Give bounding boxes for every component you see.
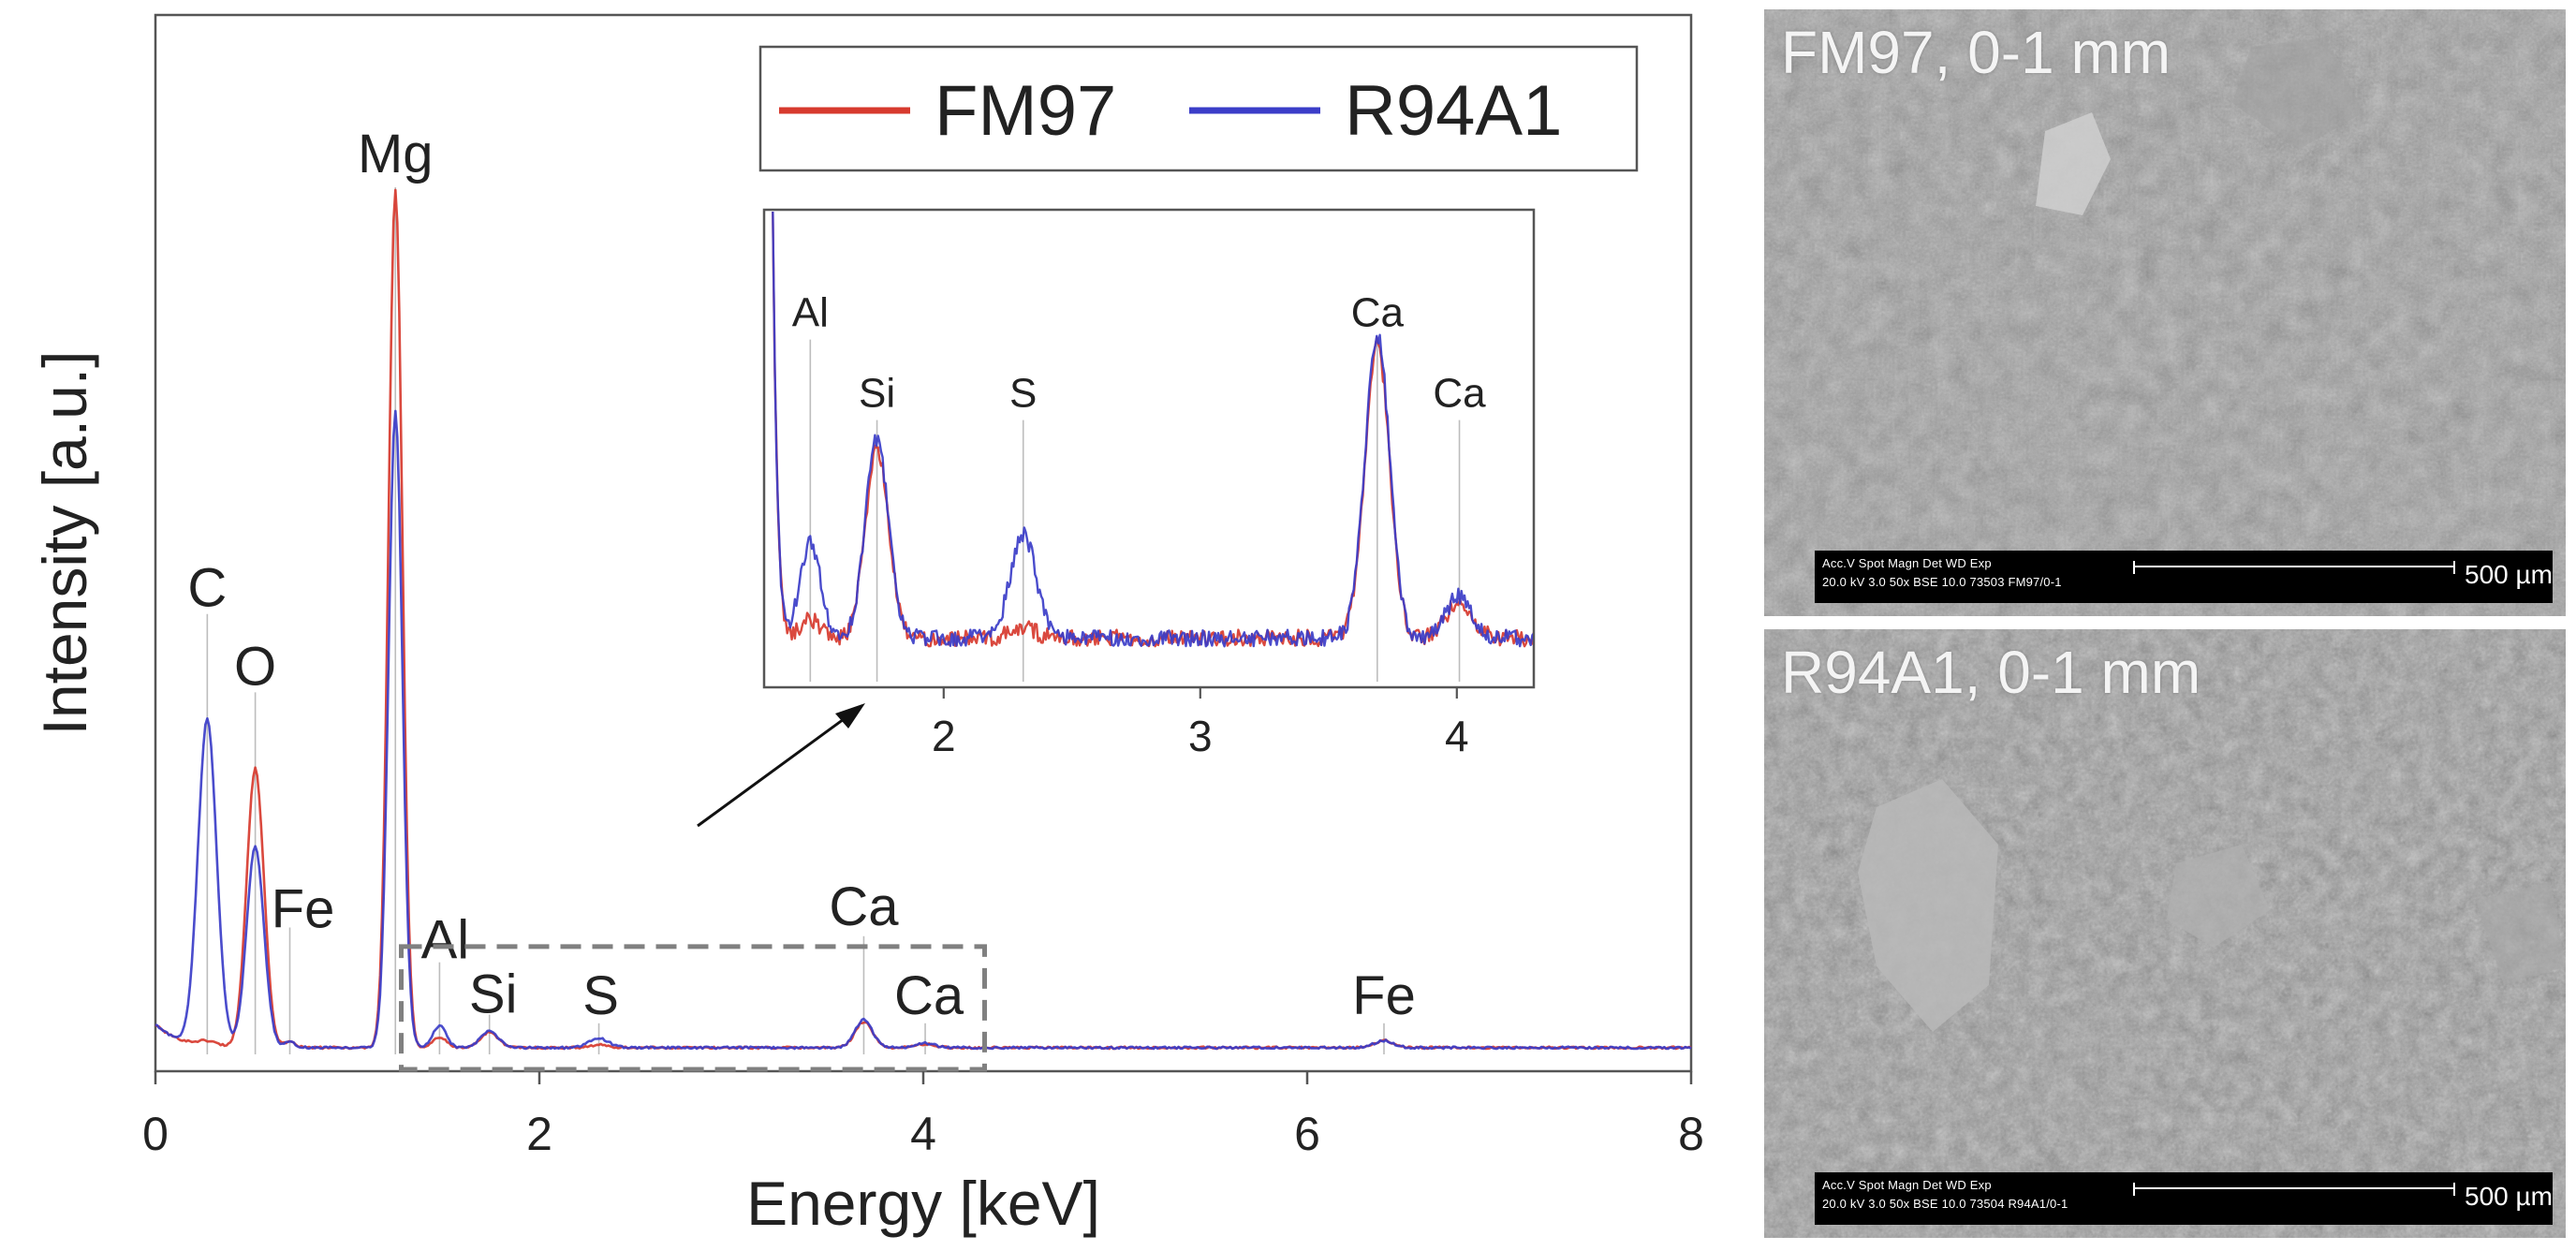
main-element-label-5: Si — [469, 964, 518, 1025]
inset-element-label-1: Si — [859, 371, 895, 417]
scale-bar-r94a1 — [2133, 1183, 2455, 1196]
sem-title-fm97: FM97, 0-1 mm — [1781, 19, 2171, 86]
main-element-label-7: Ca — [829, 876, 899, 937]
grain-particle — [2167, 845, 2270, 948]
inset-x-tick-0: 2 — [932, 712, 956, 760]
inset-series-line-r94a1 — [772, 212, 1533, 648]
inset-x-tick-1: 3 — [1188, 712, 1213, 760]
main-x-tick-1: 2 — [526, 1108, 552, 1160]
main-x-tick-3: 6 — [1294, 1108, 1320, 1160]
inset-element-labels: Al Si S Ca Ca — [792, 290, 1486, 417]
main-element-label-3: Mg — [358, 124, 434, 184]
sem-meta-header-r94a1: Acc.V Spot Magn Det WD Exp — [1822, 1178, 1992, 1192]
grain-particle — [2476, 882, 2566, 985]
main-element-label-1: O — [234, 636, 276, 697]
zoom-region-box — [399, 944, 987, 1072]
legend: FM97 R94A1 — [758, 45, 1639, 172]
sem-meta-header-fm97: Acc.V Spot Magn Det WD Exp — [1822, 556, 1992, 570]
large-bright-particle — [1858, 779, 1998, 1032]
main-x-tick-4: 8 — [1678, 1108, 1704, 1160]
grain-particle — [2232, 37, 2363, 150]
sem-image-r94a1: R94A1, 0-1 mm Acc.V Spot Magn Det WD Exp… — [1764, 629, 2566, 1238]
legend-label-r94a1: R94A1 — [1345, 71, 1562, 151]
main-element-label-9: Fe — [1352, 965, 1416, 1026]
inset-element-markers — [809, 339, 1461, 682]
main-element-label-2: Fe — [272, 879, 335, 940]
scale-bar-fm97 — [2133, 561, 2455, 574]
inset-element-label-2: S — [1009, 371, 1037, 417]
main-element-label-8: Ca — [894, 965, 964, 1026]
scale-label-fm97: 500 µm — [2465, 560, 2553, 589]
sem-databar-fm97: Acc.V Spot Magn Det WD Exp 20.0 kV 3.0 5… — [1815, 551, 2553, 603]
y-axis-label: Intensity [a.u.] — [30, 351, 99, 736]
main-element-label-0: C — [187, 558, 227, 619]
bright-particle — [2036, 112, 2111, 215]
main-x-tick-0: 0 — [142, 1108, 169, 1160]
zoom-arrow-line — [697, 710, 855, 828]
main-element-label-4: Al — [421, 910, 470, 971]
main-element-label-6: S — [582, 965, 619, 1026]
sem-databar-r94a1: Acc.V Spot Magn Det WD Exp 20.0 kV 3.0 5… — [1815, 1172, 2553, 1225]
sem-texture-fm97 — [1764, 9, 2566, 616]
sem-meta-values-r94a1: 20.0 kV 3.0 50x BSE 10.0 73504 R94A1/0-1 — [1822, 1197, 2068, 1211]
main-x-tick-labels: 0 2 4 6 8 — [142, 1071, 1704, 1160]
x-axis-label: Energy [keV] — [746, 1169, 1100, 1238]
sem-texture-r94a1 — [1764, 629, 2566, 1238]
inset-spectrum-lines — [772, 212, 1533, 648]
inset-x-tick-labels: 2 3 4 — [932, 687, 1469, 760]
zoom-arrow-head — [835, 703, 865, 729]
sem-image-fm97: FM97, 0-1 mm Acc.V Spot Magn Det WD Exp … — [1764, 9, 2566, 616]
main-x-tick-2: 4 — [910, 1108, 936, 1160]
sem-meta-values-fm97: 20.0 kV 3.0 50x BSE 10.0 73503 FM97/0-1 — [1822, 575, 2062, 589]
inset-x-tick-2: 4 — [1445, 712, 1469, 760]
main-spectrum-lines — [155, 188, 1692, 1051]
inset-element-label-0: Al — [792, 290, 829, 336]
legend-label-fm97: FM97 — [935, 71, 1116, 151]
scale-label-r94a1: 500 µm — [2465, 1182, 2553, 1211]
series-line-r94a1 — [155, 409, 1692, 1051]
inset-element-label-3: Ca — [1351, 290, 1405, 336]
inset-element-label-4: Ca — [1433, 371, 1486, 417]
sem-title-r94a1: R94A1, 0-1 mm — [1781, 639, 2201, 706]
